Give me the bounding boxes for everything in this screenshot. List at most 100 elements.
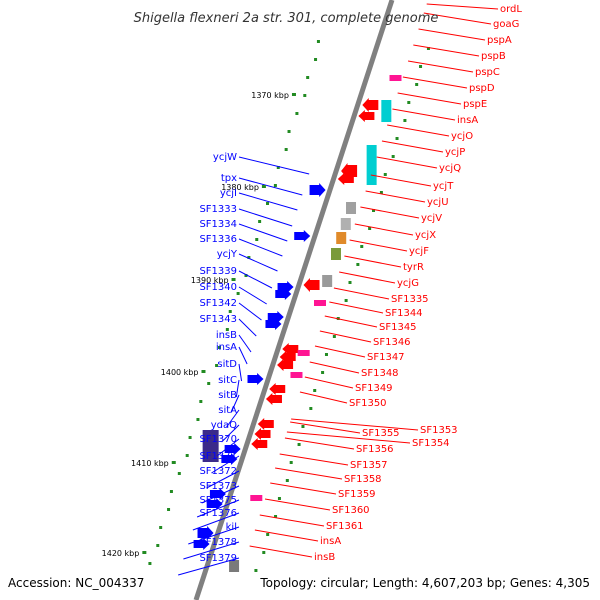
gene-block bbox=[202, 430, 219, 462]
label-leader-line bbox=[275, 467, 343, 480]
label-leader-line bbox=[407, 60, 474, 73]
reverse-gene-arrow bbox=[358, 110, 375, 122]
label-leader-line bbox=[309, 361, 360, 374]
gene-label-left: SF1334 bbox=[199, 219, 237, 230]
gene-label-right: pspD bbox=[469, 83, 495, 94]
label-leader-line bbox=[259, 514, 325, 527]
forward-gene-arrow bbox=[247, 373, 264, 385]
track-dot bbox=[306, 76, 310, 79]
track-dot bbox=[274, 515, 278, 518]
accession-text: Accession: NC_004337 bbox=[8, 576, 144, 590]
gene-label-left: SF1373 bbox=[199, 481, 237, 492]
label-leader-line bbox=[249, 545, 313, 558]
reverse-gene-arrow bbox=[362, 98, 379, 112]
kbp-tick-mark bbox=[142, 551, 147, 554]
label-leader-line bbox=[413, 44, 480, 57]
track-dot bbox=[360, 245, 364, 248]
track-dot bbox=[215, 364, 219, 367]
track-dot bbox=[276, 166, 280, 169]
gene-label-right: pspB bbox=[481, 51, 506, 62]
rna-feature bbox=[290, 372, 303, 378]
track-dot bbox=[324, 353, 328, 356]
track-dot bbox=[348, 281, 352, 284]
label-leader-line bbox=[299, 391, 348, 404]
label-leader-line bbox=[192, 512, 240, 531]
track-dot bbox=[303, 94, 307, 97]
kbp-tick-label: 1420 kbp bbox=[102, 549, 140, 558]
track-dot bbox=[332, 335, 336, 338]
gene-block bbox=[340, 218, 351, 230]
track-dot bbox=[372, 209, 376, 212]
track-dot bbox=[159, 526, 163, 529]
track-dot bbox=[247, 256, 251, 259]
gene-label-right: ycjF bbox=[409, 246, 429, 257]
label-leader-line bbox=[329, 301, 384, 314]
kbp-tick-label: 1370 kbp bbox=[251, 91, 289, 100]
label-leader-line bbox=[387, 124, 450, 137]
track-dot bbox=[266, 202, 270, 205]
rna-feature bbox=[250, 495, 263, 501]
track-dot bbox=[148, 562, 152, 565]
gene-label-right: SF1361 bbox=[326, 521, 364, 532]
track-dot bbox=[228, 310, 232, 313]
kbp-tick-mark bbox=[231, 278, 236, 281]
gene-label-right: SF1349 bbox=[355, 383, 393, 394]
label-leader-line bbox=[402, 76, 468, 89]
label-leader-line bbox=[238, 270, 273, 289]
track-dot bbox=[407, 101, 411, 104]
forward-gene-arrow bbox=[206, 498, 223, 510]
gene-label-right: SF1347 bbox=[367, 352, 405, 363]
track-dot bbox=[273, 184, 277, 187]
gene-label-right: insA bbox=[320, 536, 341, 547]
track-dot bbox=[395, 137, 399, 140]
label-leader-line bbox=[238, 318, 257, 337]
label-leader-line bbox=[206, 470, 240, 489]
track-dot bbox=[295, 112, 299, 115]
label-leader-line bbox=[270, 482, 337, 495]
track-dot bbox=[419, 65, 423, 68]
gene-label-right: SF1359 bbox=[338, 489, 376, 500]
gene-label-right: SF1358 bbox=[344, 474, 382, 485]
track-dot bbox=[199, 400, 203, 403]
label-leader-line bbox=[238, 346, 248, 365]
gene-label-right: SF1360 bbox=[332, 505, 370, 516]
reverse-gene-arrow bbox=[265, 393, 282, 405]
forward-gene-arrow bbox=[294, 230, 311, 242]
reverse-gene-arrow bbox=[251, 438, 268, 450]
kbp-tick-mark bbox=[261, 185, 266, 188]
label-leader-line bbox=[279, 453, 349, 466]
gene-block bbox=[336, 232, 347, 244]
gene-label-left: sitD bbox=[217, 359, 237, 370]
label-leader-line bbox=[333, 287, 390, 300]
track-dot bbox=[403, 119, 407, 122]
track-dot bbox=[391, 155, 395, 158]
label-leader-line bbox=[423, 12, 492, 25]
gene-label-right: ycjX bbox=[415, 230, 436, 241]
forward-gene-arrow bbox=[275, 288, 292, 300]
kbp-tick-label: 1380 kbp bbox=[221, 183, 259, 192]
map-title: Shigella flexneri 2a str. 301, complete … bbox=[134, 11, 439, 26]
label-leader-line bbox=[183, 541, 240, 560]
label-leader-line bbox=[238, 253, 278, 272]
track-dot bbox=[383, 173, 387, 176]
gene-label-right: SF1348 bbox=[361, 368, 399, 379]
track-dot bbox=[356, 263, 360, 266]
label-leader-line bbox=[349, 239, 408, 252]
track-dot bbox=[309, 407, 313, 410]
track-dot bbox=[321, 371, 325, 374]
track-dot bbox=[244, 274, 248, 277]
track-dot bbox=[287, 130, 291, 133]
kbp-tick-label: 1400 kbp bbox=[161, 368, 199, 377]
track-dot bbox=[156, 544, 160, 547]
track-dot bbox=[207, 382, 211, 385]
label-leader-line bbox=[286, 431, 411, 444]
gene-label-left: ycjY bbox=[217, 249, 238, 260]
track-dot bbox=[196, 418, 200, 421]
reverse-gene-arrow bbox=[279, 351, 296, 363]
gene-label-right: SF1344 bbox=[385, 308, 423, 319]
gene-label-left: ycjI bbox=[220, 188, 237, 199]
track-dot bbox=[316, 40, 320, 43]
track-dot bbox=[426, 47, 430, 50]
kbp-tick-mark bbox=[201, 370, 206, 373]
